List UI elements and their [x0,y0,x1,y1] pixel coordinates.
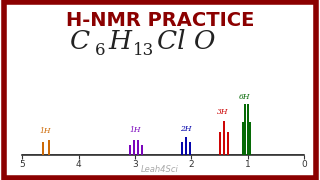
Text: H-NMR PRACTICE: H-NMR PRACTICE [66,11,254,30]
Text: Leah4Sci: Leah4Sci [141,165,179,174]
Text: 1H: 1H [129,126,141,134]
Text: 3H: 3H [217,108,228,116]
Text: C: C [70,29,91,54]
Text: 6: 6 [94,42,105,59]
Text: 13: 13 [133,42,154,59]
Text: H: H [109,29,132,54]
Text: 6H: 6H [239,93,251,101]
Text: 1H: 1H [39,127,51,135]
Text: Cl O: Cl O [157,29,215,54]
Text: 2H: 2H [180,125,191,133]
